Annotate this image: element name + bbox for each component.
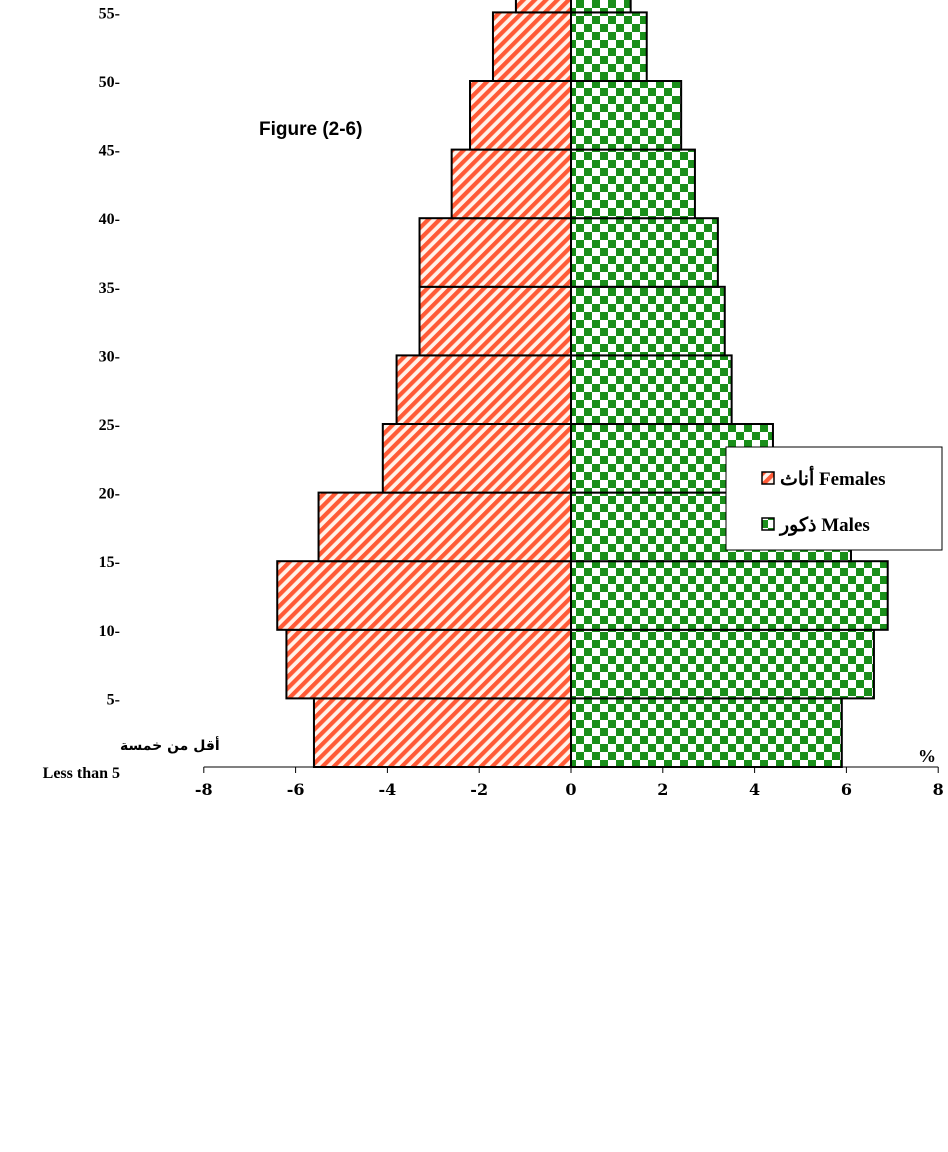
age-label-3: 15- xyxy=(99,554,120,571)
male-bar-0 xyxy=(570,697,843,769)
male-bar-1 xyxy=(570,628,875,700)
x-tick-label-8: 8 xyxy=(933,780,944,799)
base-age-arabic-label: أقل من خمسة xyxy=(120,736,220,754)
legend-swatch-males xyxy=(761,517,775,531)
age-label-10: 50- xyxy=(99,74,120,91)
x-tick-label-7: 6 xyxy=(841,780,852,799)
legend-label-females: أناث Females xyxy=(780,465,885,490)
x-tick-label-6: 4 xyxy=(749,780,760,799)
x-axis xyxy=(203,766,939,773)
female-bar-8 xyxy=(450,148,572,220)
female-bar-5 xyxy=(395,354,572,425)
male-bar-9 xyxy=(570,80,683,151)
female-bar-4 xyxy=(381,423,572,494)
legend: أناث Females ذكور Males xyxy=(725,446,943,551)
age-label-5: 25- xyxy=(99,417,120,434)
age-label-8: 40- xyxy=(99,211,120,228)
male-bar-5 xyxy=(570,354,733,425)
age-label-2: 10- xyxy=(99,623,120,640)
age-label-11: 55- xyxy=(99,5,120,22)
unit-label: % xyxy=(918,746,936,766)
x-tick-label-4: 0 xyxy=(565,780,576,799)
x-tick-label-5: 2 xyxy=(657,780,668,799)
female-bars xyxy=(276,0,572,769)
female-bar-3 xyxy=(317,491,572,563)
age-label-0: Less than 5 xyxy=(43,765,120,782)
x-tick-label-0: -8 xyxy=(195,780,213,799)
female-bar-9 xyxy=(469,80,572,151)
age-label-9: 45- xyxy=(99,143,120,160)
age-label-7: 35- xyxy=(99,280,120,297)
age-group-labels: Less than 5 5- 10- 15- 20- 25- 30- 35- 40- 45- 50-… xyxy=(43,5,120,782)
male-bar-6 xyxy=(570,285,726,357)
male-bar-7 xyxy=(570,217,719,288)
x-tick-label-2: -4 xyxy=(379,780,397,799)
female-bar-0 xyxy=(312,697,572,769)
x-tick-labels: -8 -6 -4 -2 0 2 4 6 8 xyxy=(195,780,944,799)
x-tick-label-3: -2 xyxy=(470,780,488,799)
x-tick-label-1: -6 xyxy=(287,780,305,799)
male-bar-11 xyxy=(570,0,632,14)
male-bar-10 xyxy=(570,11,648,82)
male-bar-8 xyxy=(570,148,696,220)
female-bar-6 xyxy=(418,285,572,357)
male-bar-2 xyxy=(570,560,889,631)
female-bar-2 xyxy=(276,560,572,631)
legend-box xyxy=(725,446,943,551)
female-bar-11 xyxy=(514,0,572,14)
female-bar-1 xyxy=(285,628,572,700)
legend-swatch-females xyxy=(761,471,775,485)
female-bar-7 xyxy=(418,217,572,288)
legend-label-males: ذكور Males xyxy=(778,515,870,536)
male-bars xyxy=(570,0,889,769)
female-bar-10 xyxy=(491,11,572,82)
age-label-1: 5- xyxy=(107,691,120,708)
age-label-4: 20- xyxy=(99,486,120,503)
age-label-6: 30- xyxy=(99,348,120,365)
figure-title: Figure (2-6) xyxy=(259,119,362,140)
